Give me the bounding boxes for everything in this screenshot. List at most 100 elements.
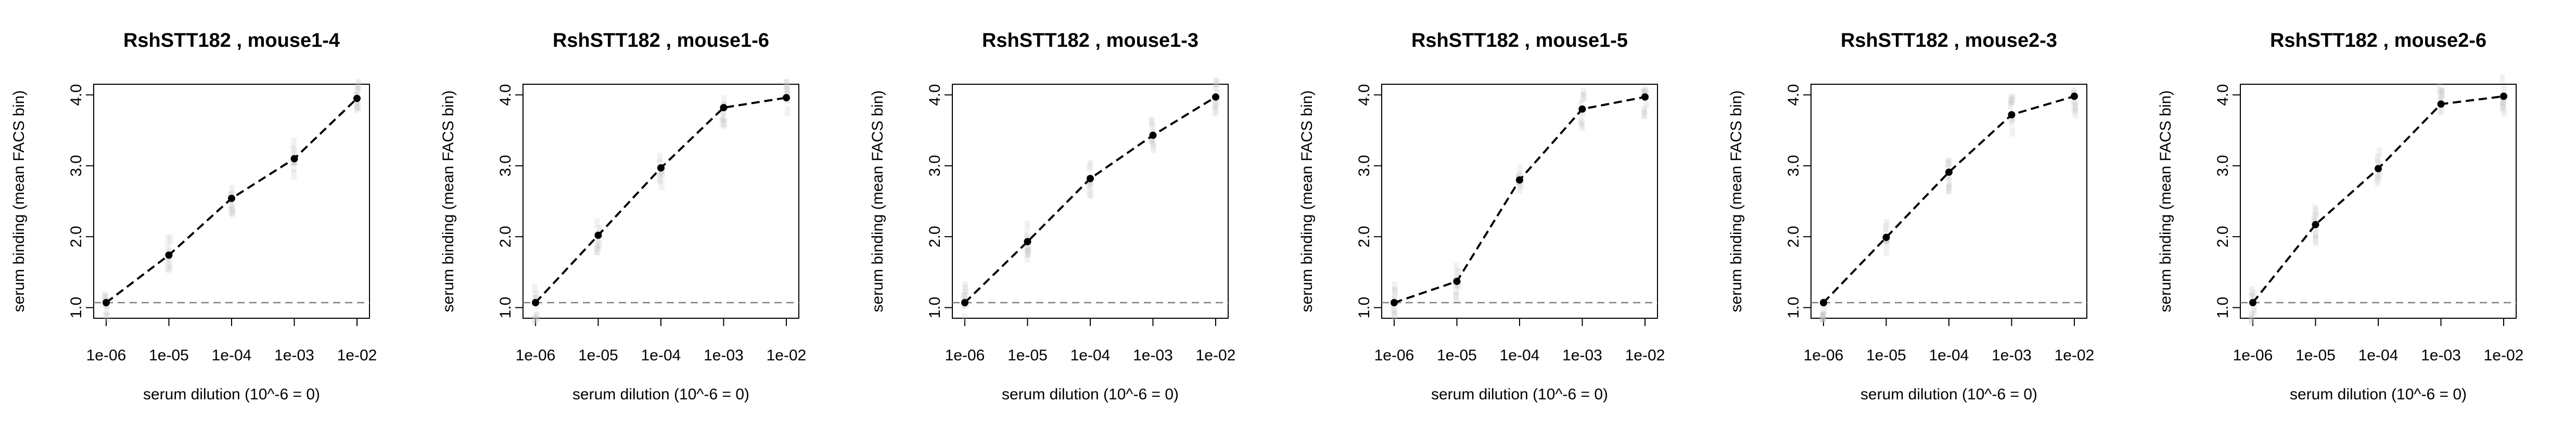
spread-mark (1643, 86, 1649, 96)
data-point (2249, 299, 2256, 306)
x-tick-label: 1e-05 (1437, 347, 1477, 364)
spread-mark (2313, 206, 2319, 216)
y-axis-label: serum binding (mean FACS bin) (2157, 90, 2174, 313)
spread-mark (1820, 310, 1826, 320)
spread-mark (533, 311, 539, 321)
plot-frame (522, 84, 799, 319)
spread-mark (2008, 117, 2014, 127)
spread-mark (2251, 307, 2256, 317)
spread-mark (1391, 304, 1397, 314)
spread-mark (2250, 293, 2255, 303)
data-point (1453, 278, 1461, 285)
spread-mark (2313, 229, 2318, 239)
x-tick-label: 1e-06 (86, 347, 126, 364)
spread-mark (594, 242, 600, 252)
spread-mark (1392, 286, 1398, 296)
data-point (1945, 168, 1953, 176)
spread-mark (230, 203, 236, 213)
spread-mark (1883, 223, 1889, 232)
spread-mark (355, 87, 361, 97)
spread-mark (1518, 180, 1524, 190)
spread-mark (1149, 134, 1154, 144)
y-tick-label: 3.0 (2214, 155, 2231, 177)
x-tick-label: 1e-03 (274, 347, 314, 364)
spread-mark (1025, 246, 1031, 256)
data-point (1391, 299, 1398, 306)
spread-mark (2249, 310, 2254, 320)
spread-mark (1642, 87, 1648, 97)
spread-mark (2010, 93, 2016, 103)
spread-mark (2073, 100, 2078, 110)
chart-panel-5: RshSTT182 , mouse2-3 1.0 2.0 3.0 4.0 1e-06 1e-… (1728, 30, 2094, 403)
spread-mark (720, 114, 726, 124)
spread-mark (2439, 87, 2444, 97)
x-tick-label: 1e-06 (1374, 347, 1414, 364)
spread-mark (1884, 238, 1890, 248)
spread-mark (1212, 107, 1218, 116)
y-tick-label: 1.0 (926, 297, 943, 319)
y-tick-label: 2.0 (1785, 226, 1802, 248)
spread-mark (165, 234, 171, 244)
spread-mark (1578, 100, 1584, 110)
spread-mark (103, 311, 108, 321)
spread-mark (2008, 95, 2013, 105)
spread-mark (962, 281, 968, 291)
spread-mark (1453, 285, 1459, 295)
x-axis-label: serum dilution (10^-6 = 0) (143, 386, 320, 403)
spread-mark (1641, 88, 1647, 98)
spread-mark (165, 244, 171, 254)
data-point (1212, 93, 1219, 101)
data-point (657, 164, 665, 172)
spread-mark (783, 79, 789, 89)
spread-mark (2010, 127, 2016, 137)
spread-mark (720, 111, 726, 121)
spread-mark (2313, 228, 2318, 238)
spread-mark (594, 245, 600, 255)
spread-mark (1579, 119, 1585, 128)
series-line (534, 96, 787, 304)
x-tick-label: 1e-03 (1562, 347, 1602, 364)
spread-mark (1392, 311, 1398, 321)
spread-mark (2251, 305, 2257, 315)
spread-mark (105, 313, 110, 322)
spread-mark (1580, 92, 1586, 101)
y-tick-label: 2.0 (497, 226, 514, 248)
spread-mark (2311, 213, 2317, 223)
y-tick-label: 4.0 (68, 84, 85, 106)
spread-mark (1213, 100, 1218, 110)
spread-mark (2313, 212, 2319, 222)
data-point (1024, 238, 1031, 245)
spread-mark (1392, 306, 1397, 316)
spread-mark (1088, 160, 1093, 170)
spread-mark (657, 173, 663, 183)
spread-mark (2502, 108, 2507, 118)
spread-mark (532, 315, 538, 325)
y-axis-label: serum binding (mean FACS bin) (1728, 90, 1745, 313)
data-point (103, 299, 110, 306)
spread-mark (1820, 312, 1826, 322)
data-point (228, 194, 235, 202)
spread-mark (102, 292, 108, 302)
spread-mark (2375, 158, 2380, 167)
spread-mark (596, 225, 602, 235)
spread-mark (230, 209, 236, 218)
spread-mark (657, 175, 662, 185)
spread-mark (595, 238, 601, 248)
x-tick-label: 1e-03 (1992, 347, 2032, 364)
x-tick-label: 1e-05 (1008, 347, 1048, 364)
x-tick-label: 1e-03 (704, 347, 744, 364)
y-tick-label: 2.0 (1356, 226, 1373, 248)
spread-mark (1213, 81, 1218, 91)
data-point (1149, 132, 1157, 139)
chart-title: RshSTT182 , mouse1-5 (1411, 30, 1628, 51)
spread-mark (2438, 106, 2443, 115)
data-point (1578, 105, 1586, 113)
x-tick-label: 1e-04 (1500, 347, 1540, 364)
spread-mark (1149, 136, 1155, 146)
spread-mark (1581, 92, 1587, 102)
y-tick-label: 4.0 (1356, 84, 1373, 106)
spread-mark (1453, 272, 1459, 282)
spread-mark (1883, 228, 1889, 238)
spread-mark (1024, 230, 1029, 240)
y-tick-label: 2.0 (2214, 226, 2231, 248)
